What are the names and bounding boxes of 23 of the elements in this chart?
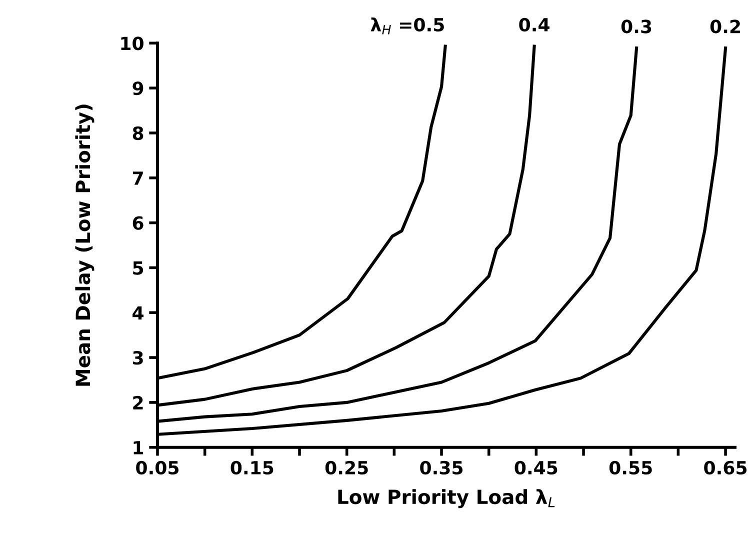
y-tick-label: 4 [132, 306, 144, 320]
x-tick-label: 0.05 [136, 460, 179, 475]
y-tick-label: 7 [132, 172, 143, 185]
x-tick-label: 0.65 [704, 460, 747, 475]
x-tick-label: 0.25 [325, 460, 368, 475]
series-label: 0.3 [621, 20, 652, 34]
y-tick-label: 3 [132, 350, 143, 365]
series-label: 0.2 [710, 20, 740, 34]
x-axis-title: Low Priority Load λ$_{L}$ [338, 489, 555, 508]
y-tick-label: 10 [121, 36, 144, 50]
y-axis-title: Mean Delay (Low Priority) [75, 104, 94, 386]
series-label: 0.4 [519, 18, 550, 32]
x-tick-label: 0.45 [514, 460, 558, 475]
y-tick-label: 1 [134, 441, 144, 454]
series-label: λ$_{H}$ =0.5 [370, 18, 444, 34]
x-tick-label: 0.15 [230, 460, 274, 475]
y-tick-label: 2 [133, 396, 143, 410]
y-tick-label: 6 [132, 216, 144, 230]
x-tick-label: 0.55 [609, 460, 652, 475]
y-tick-label: 8 [132, 126, 144, 140]
y-tick-label: 5 [133, 261, 144, 275]
y-tick-label: 9 [132, 82, 144, 96]
x-tick-label: 0.35 [420, 460, 463, 475]
